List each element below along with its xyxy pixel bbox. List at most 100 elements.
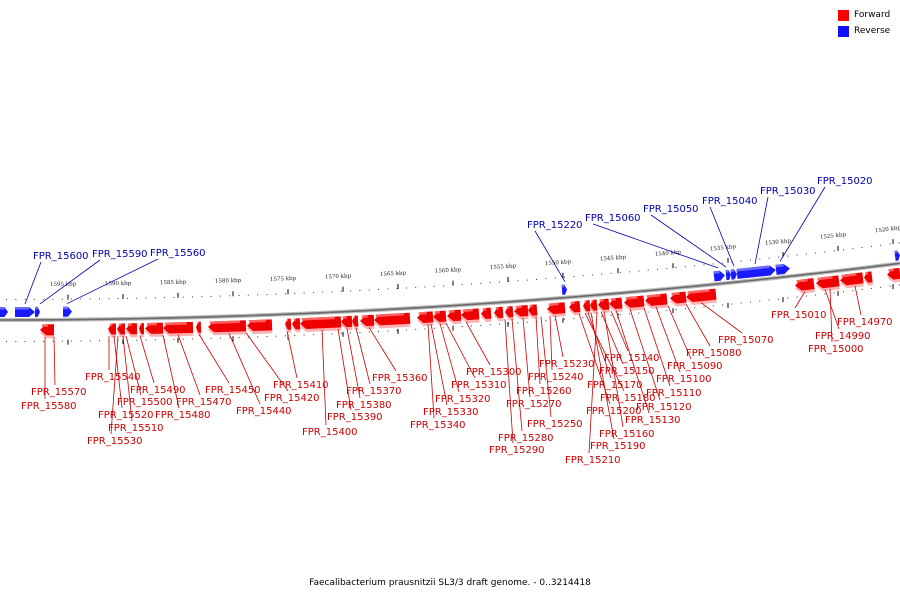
forward-leader-line (427, 324, 435, 419)
scale-tick-label: 1595 kbp (50, 282, 77, 288)
forward-leader-line (655, 306, 681, 373)
forward-gene-label: FPR_15380 (336, 400, 392, 411)
figure-caption: Faecalibacterium prausnitzii SL3/3 draft… (309, 578, 591, 588)
forward-gene-label: FPR_15000 (808, 344, 864, 355)
scale-tick-label: 1575 kbp (270, 276, 297, 283)
genome-backbone (0, 261, 900, 322)
forward-gene-label: FPR_15450 (205, 385, 261, 396)
forward-gene-arrow (196, 321, 202, 336)
forward-leader-line (522, 317, 531, 398)
forward-gene-label: FPR_15540 (85, 372, 141, 383)
forward-gene-arrow (352, 315, 359, 330)
scale-tick-label: 1525 kbp (820, 232, 847, 241)
forward-leader-line (540, 316, 552, 418)
forward-gene-arrow (208, 320, 247, 336)
forward-gene-label: FPR_15180 (600, 393, 656, 404)
scale-tick-label: 1585 kbp (160, 280, 187, 287)
forward-gene-arrow (686, 288, 717, 305)
scale-tick-label: 1520 kbp (875, 225, 900, 234)
scale-tick-label: 1560 kbp (435, 267, 462, 275)
forward-leader-line (355, 328, 371, 385)
reverse-gene-label: FPR_15030 (760, 186, 816, 197)
forward-gene-label: FPR_15420 (264, 393, 320, 404)
reverse-gene-arrow (725, 269, 731, 281)
forward-gene-arrow (481, 307, 492, 323)
reverse-gene-label: FPR_15020 (817, 176, 873, 187)
reverse-gene-arrow (34, 306, 40, 317)
forward-leader-line (110, 335, 119, 435)
forward-gene-arrow (126, 323, 138, 338)
forward-leader-line (590, 312, 615, 440)
forward-leader-line (465, 321, 491, 366)
scale-tick-label: 1580 kbp (215, 278, 242, 285)
forward-leader-line (700, 302, 743, 334)
forward-gene-label: FPR_14970 (837, 317, 893, 328)
forward-gene-label: FPR_15470 (176, 397, 232, 408)
forward-gene-arrow (590, 299, 598, 314)
forward-gene-label: FPR_15260 (516, 386, 572, 397)
forward-leader-line (504, 319, 514, 444)
forward-leader-line (643, 307, 671, 387)
forward-gene-arrow (624, 295, 645, 311)
forward-gene-label: FPR_15370 (346, 386, 402, 397)
forward-leader-line (346, 328, 361, 399)
forward-gene-arrow (145, 322, 164, 337)
forward-gene-arrow (609, 297, 623, 313)
forward-gene-label: FPR_15210 (565, 455, 621, 466)
reverse-gene-label: FPR_15050 (643, 204, 699, 215)
forward-leader-line (198, 334, 230, 384)
forward-gene-label: FPR_15330 (423, 407, 479, 418)
forward-gene-arrow (360, 314, 375, 330)
forward-gene-label: FPR_15240 (528, 372, 584, 383)
scale-tick-label: 1540 kbp (655, 250, 682, 258)
reverse-leader-line (709, 206, 735, 267)
forward-leader-line (439, 323, 460, 393)
forward-gene-label: FPR_15360 (372, 373, 428, 384)
scale-dots (6, 242, 900, 342)
forward-leader-line (549, 315, 553, 371)
forward-gene-label: FPR_15570 (31, 387, 87, 398)
reverse-label: Reverse (854, 26, 891, 36)
reverse-gene-arrow (730, 269, 737, 280)
forward-gene-arrow (417, 311, 434, 327)
forward-gene-label: FPR_15340 (410, 420, 466, 431)
forward-leader-line (615, 310, 650, 414)
forward-gene-label: FPR_15110 (646, 388, 702, 399)
forward-gene-label: FPR_15520 (98, 410, 154, 421)
forward-gene-label: FPR_15120 (636, 402, 692, 413)
forward-gene-arrow (292, 318, 301, 333)
forward-gene-arrow (864, 271, 873, 286)
forward-gene-arrow (569, 300, 581, 316)
forward-gene-label: FPR_15160 (599, 429, 655, 440)
label-leader-lines (24, 186, 862, 454)
forward-leader-line (53, 336, 56, 386)
forward-gene-arrow (341, 315, 353, 331)
forward-swatch (838, 10, 849, 21)
reverse-swatch (838, 26, 849, 37)
forward-leader-line (685, 303, 711, 347)
forward-gene-label: FPR_15580 (21, 401, 77, 412)
forward-gene-arrow (300, 316, 342, 332)
forward-gene-arrow (374, 312, 411, 329)
forward-gene-label: FPR_15140 (604, 353, 660, 364)
forward-gene-arrow (514, 305, 529, 320)
forward-gene-label: FPR_15130 (625, 415, 681, 426)
forward-gene-label: FPR_15440 (236, 406, 292, 417)
forward-leader-line (629, 309, 661, 401)
reverse-gene-label: FPR_15590 (92, 249, 148, 260)
forward-gene-arrow (816, 275, 840, 292)
forward-leader-line (321, 329, 327, 426)
forward-gene-label: FPR_15150 (599, 366, 655, 377)
scale-tick-label: 1535 kbp (710, 244, 737, 253)
forward-gene-arrow (447, 309, 462, 325)
forward-leader-line (177, 334, 201, 396)
reverse-gene-arrow (561, 284, 567, 295)
forward-gene-arrow (247, 319, 273, 335)
reverse-leader-line (592, 223, 719, 269)
forward-gene-arrow (494, 306, 504, 322)
forward-leader-line (603, 311, 624, 428)
forward-gene-label: FPR_15170 (587, 380, 643, 391)
forward-gene-arrow (461, 308, 480, 324)
scale-tick-label: 1555 kbp (490, 263, 517, 271)
